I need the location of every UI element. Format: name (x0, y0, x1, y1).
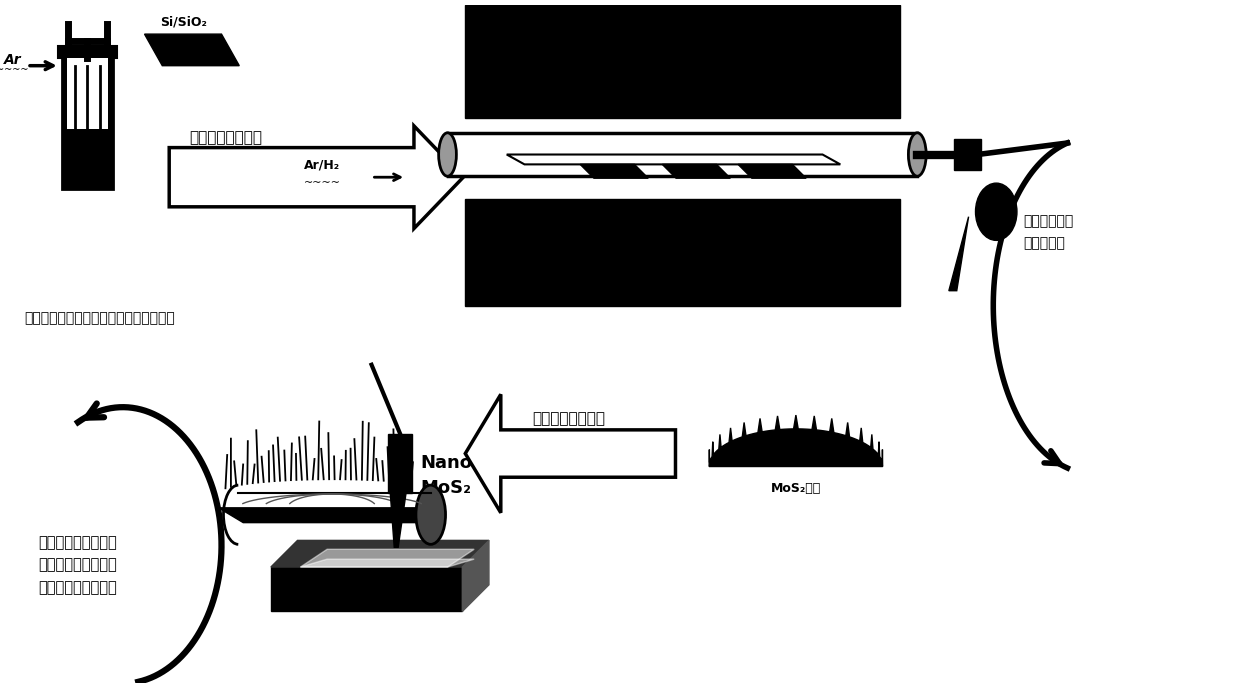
Polygon shape (391, 493, 405, 547)
Bar (448, 133, 918, 176)
Polygon shape (709, 415, 883, 466)
Polygon shape (169, 126, 464, 228)
Polygon shape (270, 540, 489, 567)
Polygon shape (507, 155, 841, 164)
Polygon shape (300, 549, 474, 567)
Text: ~~~~: ~~~~ (0, 65, 29, 74)
Polygon shape (145, 34, 239, 65)
Text: MoS₂薄膜: MoS₂薄膜 (771, 482, 821, 495)
Bar (62, 46, 113, 189)
Text: 管式炒中加热分解: 管式炒中加热分解 (188, 130, 262, 145)
Bar (260, 158, 335, 185)
Text: Nanoscroll: Nanoscroll (420, 454, 527, 473)
Text: Si/SiO₂: Si/SiO₂ (160, 16, 207, 29)
Text: 滴乙醇溶液: 滴乙醇溶液 (1023, 237, 1065, 250)
Polygon shape (738, 164, 806, 178)
Polygon shape (218, 508, 445, 523)
Text: 卷两侧刻蚀源漏电极: 卷两侧刻蚀源漏电极 (38, 580, 117, 595)
Bar (465, 199, 899, 305)
Polygon shape (580, 164, 649, 178)
Polygon shape (270, 567, 463, 612)
Polygon shape (949, 217, 968, 291)
Bar (58, 46, 117, 58)
Text: 束热蒸发技术在纳米: 束热蒸发技术在纳米 (38, 557, 117, 572)
Ellipse shape (439, 133, 456, 176)
Ellipse shape (415, 485, 445, 544)
Polygon shape (300, 559, 474, 567)
Text: 采用紫外光刻、电子: 采用紫外光刻、电子 (38, 535, 117, 550)
Text: 乙醇溶液自然挥发: 乙醇溶液自然挥发 (532, 411, 605, 427)
Text: Ar: Ar (4, 53, 21, 67)
Bar (954, 139, 981, 171)
Ellipse shape (909, 133, 926, 176)
Text: Ar/H₂: Ar/H₂ (304, 159, 340, 172)
Polygon shape (465, 394, 676, 513)
Ellipse shape (976, 183, 1017, 240)
Polygon shape (662, 164, 730, 178)
Text: MoS₂: MoS₂ (420, 479, 472, 497)
Text: ~~~~: ~~~~ (304, 178, 341, 188)
Text: 采用鼓泡法在硅基底上沉积四硒代鑰酸铵: 采用鼓泡法在硅基底上沉积四硒代鑰酸铵 (24, 312, 175, 325)
Text: 从一侧轻滴一: 从一侧轻滴一 (1023, 215, 1073, 228)
Bar (67, 58, 108, 129)
Polygon shape (388, 434, 412, 493)
Polygon shape (463, 540, 489, 612)
Bar (465, 5, 899, 118)
